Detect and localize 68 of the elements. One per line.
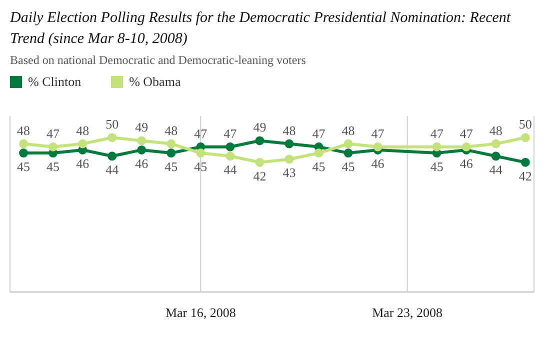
point — [373, 142, 382, 152]
data-label: 49 — [253, 120, 266, 135]
point — [48, 142, 58, 152]
point — [108, 152, 117, 161]
data-label: 47 — [430, 126, 444, 141]
data-label: 47 — [194, 126, 208, 141]
point — [344, 148, 353, 158]
point — [491, 152, 500, 161]
point — [255, 158, 264, 167]
data-label: 47 — [312, 126, 326, 141]
data-label: 46 — [460, 156, 474, 171]
data-label: 47 — [371, 126, 385, 141]
data-label: 48 — [76, 122, 90, 138]
point — [108, 133, 117, 142]
data-label: 46 — [76, 156, 90, 171]
point — [166, 148, 176, 158]
x-tick-label: Mar 23, 2008 — [372, 305, 443, 320]
point — [462, 142, 471, 152]
point — [520, 158, 530, 167]
data-label: 42 — [518, 168, 532, 184]
data-label: 47 — [460, 126, 474, 141]
data-label: 47 — [46, 126, 60, 141]
data-label: 45 — [342, 159, 355, 174]
point — [226, 142, 235, 152]
point — [196, 148, 206, 158]
point — [19, 139, 28, 148]
data-label: 49 — [135, 120, 148, 135]
legend-label: % Clinton — [27, 74, 82, 90]
data-label: 48 — [17, 122, 30, 138]
point — [314, 148, 324, 158]
point — [432, 142, 442, 152]
point — [344, 139, 353, 148]
data-label: 48 — [342, 122, 355, 138]
data-label: 45 — [312, 159, 326, 174]
point — [48, 148, 58, 158]
point — [520, 133, 530, 142]
data-label: 45 — [194, 159, 208, 174]
point — [226, 152, 235, 161]
legend-label: % Obama — [128, 74, 181, 90]
data-label: 47 — [224, 126, 238, 141]
data-label: 45 — [164, 159, 178, 174]
data-label: 44 — [489, 162, 503, 178]
data-label: 45 — [46, 159, 60, 174]
data-label: 48 — [489, 122, 502, 138]
point — [78, 139, 88, 148]
data-label: 48 — [164, 122, 178, 138]
data-label: 45 — [17, 159, 30, 174]
point — [19, 148, 28, 158]
data-label: 46 — [135, 156, 149, 171]
point — [491, 139, 500, 148]
data-label: 45 — [430, 159, 444, 174]
data-label: 50 — [518, 116, 532, 132]
data-label: 44 — [224, 162, 238, 178]
data-label: 43 — [282, 165, 296, 180]
chart-subtitle: Based on national Democratic and Democratic-leaning voters — [9, 53, 307, 68]
point — [284, 139, 294, 148]
point — [255, 136, 264, 146]
data-label: 42 — [253, 168, 266, 184]
chart-title: Daily Election Polling Results for the Democratic Presidential Nomination: Recent Trend (since Mar 8-10, 2008) — [8, 9, 512, 49]
point — [137, 136, 146, 146]
data-label: 50 — [106, 116, 119, 132]
x-tick-label: Mar 16, 2008 — [165, 305, 236, 320]
point — [166, 139, 176, 148]
data-label: 48 — [282, 122, 296, 138]
point — [137, 145, 146, 154]
point — [284, 154, 294, 164]
data-label: 44 — [106, 162, 120, 178]
data-label: 46 — [371, 156, 385, 171]
